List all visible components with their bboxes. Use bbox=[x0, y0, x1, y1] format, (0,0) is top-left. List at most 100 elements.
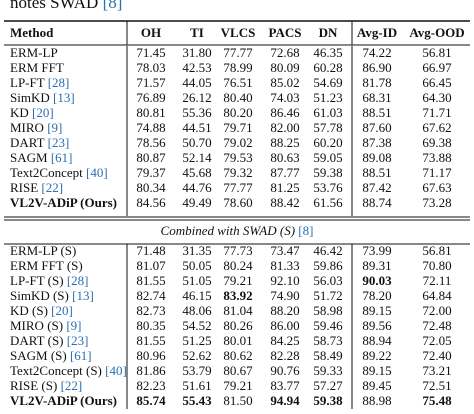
value-cell: 78.56 bbox=[136, 135, 166, 150]
method-name: ERM FFT bbox=[10, 60, 64, 75]
value-cell: 50.70 bbox=[182, 135, 211, 150]
citation[interactable]: [9] bbox=[47, 120, 62, 135]
value-cell: 67.62 bbox=[422, 120, 451, 135]
value-cell: 80.96 bbox=[136, 348, 166, 363]
value-cell: 89.31 bbox=[362, 258, 391, 273]
method-cell: Text2Concept [40] bbox=[10, 165, 108, 180]
method-name: KD bbox=[10, 105, 29, 120]
citation[interactable]: [28] bbox=[48, 75, 70, 90]
value-cell: 87.38 bbox=[362, 135, 391, 150]
value-cell: 88.25 bbox=[270, 135, 299, 150]
value-cell: 78.20 bbox=[362, 288, 391, 303]
value-cell: 59.46 bbox=[313, 318, 343, 333]
method-cell: ERM FFT bbox=[10, 60, 64, 75]
value-cell: 81.25 bbox=[270, 180, 299, 195]
value-cell: 51.72 bbox=[313, 288, 342, 303]
value-cell: 89.15 bbox=[362, 363, 391, 378]
citation[interactable]: [23] bbox=[48, 135, 70, 150]
value-cell: 44.76 bbox=[182, 180, 212, 195]
value-cell: 79.21 bbox=[223, 378, 252, 393]
method-name: RISE bbox=[10, 180, 38, 195]
value-cell: 52.62 bbox=[182, 348, 211, 363]
citation[interactable]: [23] bbox=[67, 333, 89, 348]
value-cell: 73.99 bbox=[362, 243, 391, 258]
value-cell: 72.05 bbox=[422, 333, 451, 348]
column-header: Avg-ID bbox=[357, 25, 397, 40]
value-cell: 53.76 bbox=[313, 180, 343, 195]
method-name: LP-FT bbox=[10, 75, 45, 90]
method-name: ERM FFT (S) bbox=[10, 258, 83, 273]
citation[interactable]: [20] bbox=[32, 105, 54, 120]
method-cell: ERM-LP bbox=[10, 45, 58, 60]
value-cell: 89.15 bbox=[362, 303, 391, 318]
value-cell: 86.46 bbox=[270, 105, 300, 120]
method-name: Text2Concept (S) bbox=[10, 363, 102, 378]
value-cell: 82.23 bbox=[136, 378, 165, 393]
value-cell: 72.11 bbox=[423, 273, 452, 288]
method-cell: RISE [22] bbox=[10, 180, 63, 195]
method-cell: ERM-LP (S) bbox=[10, 243, 76, 258]
citation[interactable]: [20] bbox=[51, 303, 73, 318]
citation[interactable]: [13] bbox=[53, 90, 75, 105]
value-cell: 82.74 bbox=[136, 288, 166, 303]
method-name: Text2Concept bbox=[10, 165, 83, 180]
value-cell: 66.97 bbox=[422, 60, 452, 75]
value-cell: 77.73 bbox=[223, 243, 252, 258]
value-cell: 51.05 bbox=[182, 273, 211, 288]
method-name: SAGM bbox=[10, 150, 48, 165]
method-name: MIRO bbox=[10, 120, 44, 135]
value-cell: 44.51 bbox=[182, 120, 211, 135]
citation[interactable]: [61] bbox=[51, 150, 73, 165]
citation[interactable]: [8] bbox=[103, 0, 123, 12]
value-cell: 59.33 bbox=[313, 363, 342, 378]
citation[interactable]: [8] bbox=[298, 223, 313, 238]
value-cell: 48.06 bbox=[182, 303, 212, 318]
value-cell: 56.03 bbox=[313, 273, 342, 288]
citation[interactable]: [22] bbox=[41, 180, 63, 195]
value-cell: 80.62 bbox=[223, 348, 252, 363]
value-cell: 54.69 bbox=[313, 75, 342, 90]
value-cell: 61.56 bbox=[313, 195, 343, 210]
value-cell: 72.51 bbox=[422, 378, 451, 393]
value-cell: 87.42 bbox=[362, 180, 391, 195]
value-cell: 80.35 bbox=[136, 318, 165, 333]
value-cell: 68.31 bbox=[362, 90, 391, 105]
value-cell: 81.55 bbox=[136, 273, 165, 288]
value-cell: 66.45 bbox=[422, 75, 451, 90]
column-header: Avg-OOD bbox=[409, 25, 464, 40]
citation[interactable]: [40] bbox=[105, 363, 127, 378]
method-name: MIRO (S) bbox=[10, 318, 63, 333]
value-cell: 86.90 bbox=[362, 60, 391, 75]
value-cell: 88.51 bbox=[362, 165, 391, 180]
value-cell: 72.48 bbox=[422, 318, 451, 333]
value-cell: 89.08 bbox=[362, 150, 391, 165]
method-cell: MIRO (S) [9] bbox=[10, 318, 82, 333]
value-cell: 55.36 bbox=[182, 105, 212, 120]
value-cell: 88.42 bbox=[270, 195, 299, 210]
value-cell: 79.32 bbox=[223, 165, 252, 180]
value-cell: 31.35 bbox=[182, 243, 211, 258]
value-cell: 52.14 bbox=[182, 150, 212, 165]
value-cell: 70.80 bbox=[422, 258, 451, 273]
value-cell: 67.63 bbox=[422, 180, 451, 195]
citation[interactable]: [9] bbox=[66, 318, 81, 333]
method-name: SAGM (S) bbox=[10, 348, 67, 363]
value-cell: 58.49 bbox=[313, 348, 342, 363]
value-cell: 90.76 bbox=[270, 363, 300, 378]
method-name: RISE (S) bbox=[10, 378, 57, 393]
citation[interactable]: [40] bbox=[86, 165, 108, 180]
value-cell: 79.71 bbox=[223, 120, 252, 135]
value-cell: 69.38 bbox=[422, 135, 451, 150]
citation[interactable]: [28] bbox=[67, 273, 89, 288]
citation[interactable]: [61] bbox=[70, 348, 92, 363]
value-cell: 59.38 bbox=[313, 165, 342, 180]
value-cell: 81.78 bbox=[362, 75, 391, 90]
value-cell: 81.04 bbox=[223, 303, 253, 318]
citation[interactable]: [22] bbox=[61, 378, 83, 393]
value-cell: 86.00 bbox=[270, 318, 299, 333]
method-cell: DART [23] bbox=[10, 135, 69, 150]
value-cell: 84.25 bbox=[270, 333, 299, 348]
value-cell: 87.77 bbox=[270, 165, 300, 180]
value-cell: 78.99 bbox=[223, 60, 252, 75]
citation[interactable]: [13] bbox=[72, 288, 94, 303]
